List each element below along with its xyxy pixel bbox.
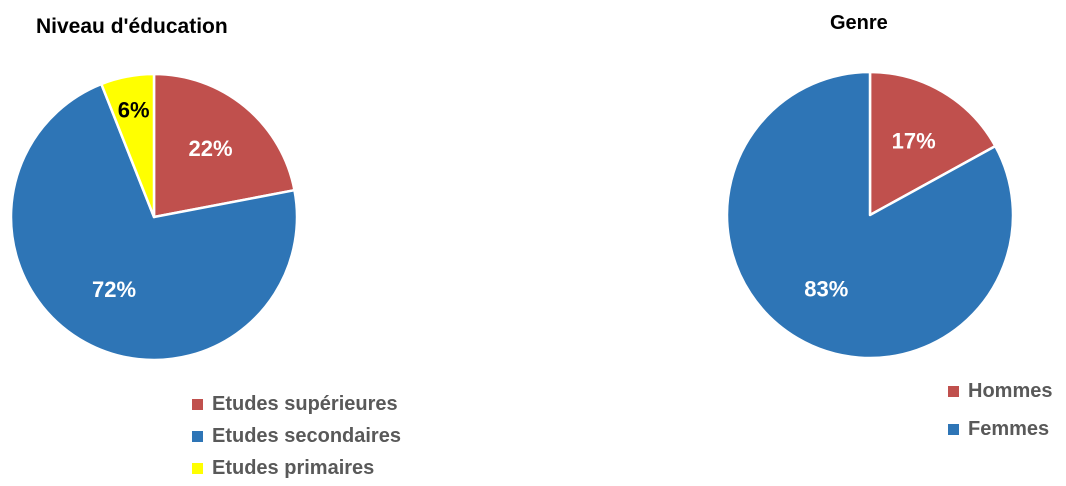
chart-title-gender: Genre	[830, 12, 888, 34]
data-label-etudes-secondaires: 72%	[92, 277, 136, 302]
legend-swatch	[192, 398, 203, 410]
legend-item-femmes: Femmes	[948, 410, 1052, 448]
legend-education: Etudes supérieures Etudes secondaires Et…	[192, 388, 401, 484]
legend-item-etudes-primaires: Etudes primaires	[192, 452, 401, 484]
gender-pie-svg: 17% 83%	[725, 70, 1015, 360]
data-label-etudes-superieures: 22%	[188, 136, 232, 161]
pie-slice-etudes-secondaires	[9, 82, 299, 362]
legend-item-etudes-secondaires: Etudes secondaires	[192, 420, 401, 452]
pie-slice-hommes	[868, 70, 997, 217]
legend-swatch	[192, 462, 203, 474]
gender-pie-chart: Genre 17% 83% Hommes Femmes	[560, 0, 1066, 486]
data-label-hommes: 17%	[892, 129, 936, 154]
legend-label: Etudes primaires	[212, 456, 375, 479]
legend-gender: Hommes Femmes	[948, 372, 1052, 448]
pie-slice-femmes	[725, 70, 1015, 360]
legend-item-etudes-superieures: Etudes supérieures	[192, 388, 401, 420]
legend-label: Hommes	[968, 379, 1053, 402]
data-label-etudes-primaires: 6%	[118, 98, 150, 123]
legend-swatch	[192, 430, 203, 442]
legend-swatch	[948, 385, 959, 397]
legend-label: Etudes secondaires	[212, 424, 401, 447]
education-pie-svg: 22% 72% 6%	[9, 72, 299, 362]
data-label-femmes: 83%	[804, 276, 848, 301]
pie-slice-etudes-primaires	[100, 72, 156, 219]
education-pie-chart: Niveau d'éducation 22% 72% 6% Etudes supér…	[9, 15, 401, 484]
legend-label: Femmes	[968, 417, 1050, 440]
chart-title-education: Niveau d'éducation	[36, 15, 228, 38]
legend-item-hommes: Hommes	[948, 372, 1052, 410]
pie-slice-etudes-superieures	[152, 72, 296, 219]
legend-swatch	[948, 423, 959, 435]
legend-label: Etudes supérieures	[212, 392, 398, 415]
